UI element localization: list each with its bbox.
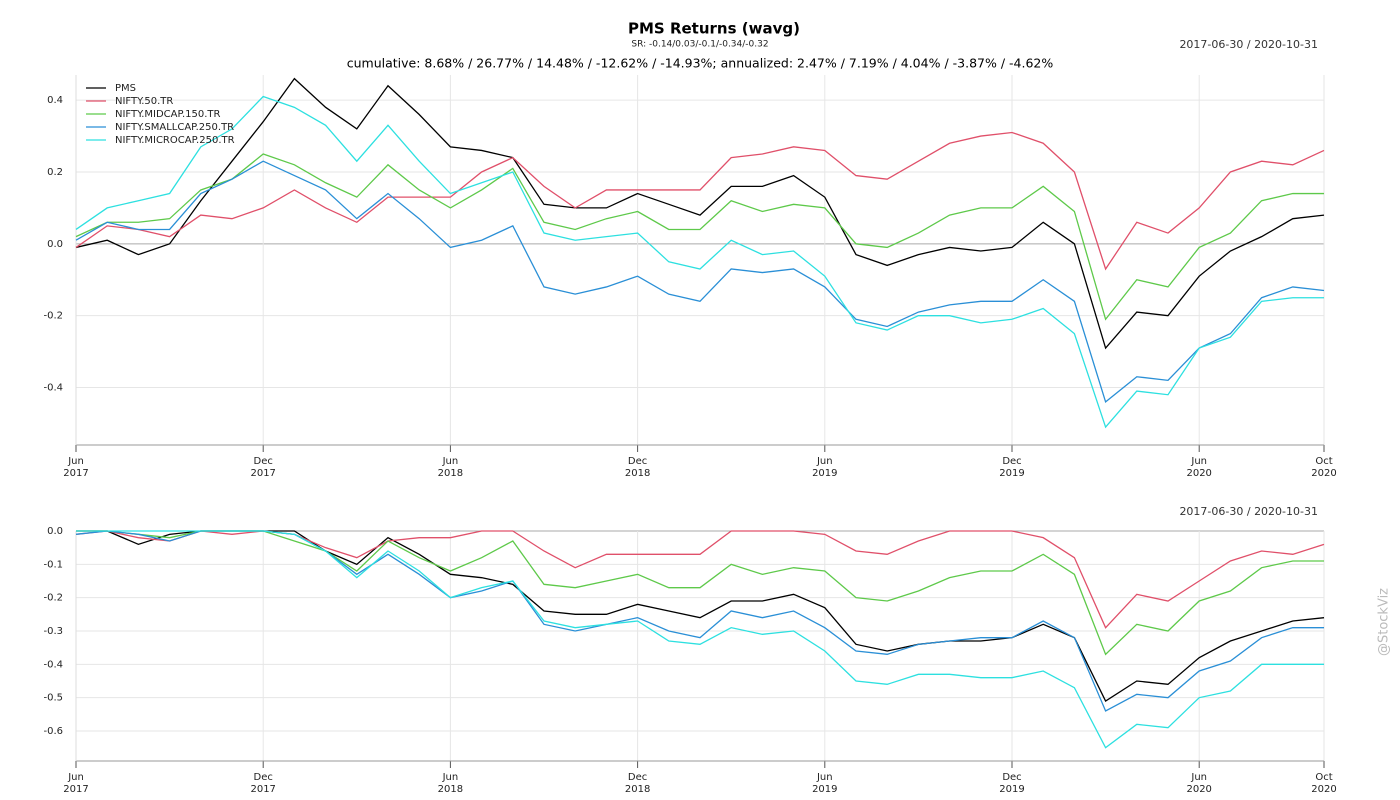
date-range: 2017-06-30 / 2020-10-31 (1179, 38, 1318, 51)
y-tick-label: -0.6 (43, 726, 63, 737)
title: PMS Returns (wavg) (628, 20, 800, 38)
legend-label: NIFTY.MICROCAP.250.TR (115, 135, 235, 146)
panel: -0.6-0.5-0.4-0.3-0.2-0.10.0Jun2017Dec201… (43, 526, 1336, 795)
y-tick-label: -0.4 (43, 383, 63, 394)
x-tick-label: Dec (1002, 772, 1021, 783)
y-tick-label: 0.2 (47, 167, 63, 178)
series-line (75, 153, 1324, 321)
y-tick-label: -0.4 (43, 659, 63, 670)
x-tick-label: 2019 (999, 468, 1024, 479)
x-tick-label: 2019 (812, 468, 837, 479)
series-line (75, 77, 1325, 350)
y-tick-label: -0.1 (43, 559, 63, 570)
annotation: cumulative: 8.68% / 26.77% / 14.48% / -1… (347, 56, 1054, 71)
date-range: 2017-06-30 / 2020-10-31 (1179, 505, 1318, 518)
subtitle: SR: -0.14/0.03/-0.1/-0.34/-0.32 (631, 40, 768, 50)
series-line (76, 530, 1324, 749)
x-tick-label: Jun (816, 772, 833, 783)
x-tick-label: Jun (1190, 456, 1207, 467)
y-tick-label: 0.0 (47, 239, 63, 250)
watermark: @StockViz (1377, 588, 1392, 656)
legend-label: PMS (115, 83, 136, 94)
x-tick-label: 2020 (1311, 468, 1336, 479)
y-tick-label: -0.3 (43, 626, 63, 637)
x-tick-label: 2017 (63, 468, 88, 479)
x-tick-label: Jun (67, 456, 84, 467)
series-line (76, 530, 1325, 702)
series-line (75, 160, 1325, 403)
x-tick-label: 2020 (1311, 784, 1336, 795)
x-tick-label: Dec (254, 456, 273, 467)
series-line (75, 131, 1325, 271)
x-tick-label: Dec (628, 772, 647, 783)
x-tick-label: 2020 (1186, 784, 1211, 795)
y-tick-label: -0.2 (43, 311, 63, 322)
x-tick-label: 2020 (1186, 468, 1211, 479)
x-tick-label: Dec (1002, 456, 1021, 467)
x-tick-label: 2018 (438, 468, 463, 479)
x-tick-label: 2017 (250, 784, 275, 795)
x-tick-label: Oct (1315, 456, 1332, 467)
y-tick-label: 0.0 (47, 526, 63, 537)
y-tick-label: -0.2 (43, 593, 63, 604)
x-tick-label: Jun (442, 456, 459, 467)
x-tick-label: Dec (628, 456, 647, 467)
x-tick-label: 2018 (625, 468, 650, 479)
x-tick-label: 2018 (625, 784, 650, 795)
x-tick-label: 2019 (999, 784, 1024, 795)
series-line (75, 95, 1324, 429)
legend-label: NIFTY.SMALLCAP.250.TR (115, 122, 234, 133)
x-tick-label: Jun (67, 772, 84, 783)
x-tick-label: Oct (1315, 772, 1332, 783)
x-tick-label: 2019 (812, 784, 837, 795)
x-tick-label: Jun (816, 456, 833, 467)
x-tick-label: Dec (254, 772, 273, 783)
x-tick-label: Jun (1190, 772, 1207, 783)
x-tick-label: 2018 (438, 784, 463, 795)
legend-label: NIFTY.50.TR (115, 96, 173, 107)
x-tick-label: 2017 (250, 468, 275, 479)
x-tick-label: 2017 (63, 784, 88, 795)
y-tick-label: -0.5 (43, 693, 63, 704)
x-tick-label: Jun (442, 772, 459, 783)
series-line (76, 530, 1324, 656)
panel: -0.4-0.20.00.20.4Jun2017Dec2017Jun2018De… (43, 75, 1337, 479)
legend-label: NIFTY.MIDCAP.150.TR (115, 109, 221, 120)
y-tick-label: 0.4 (47, 95, 63, 106)
